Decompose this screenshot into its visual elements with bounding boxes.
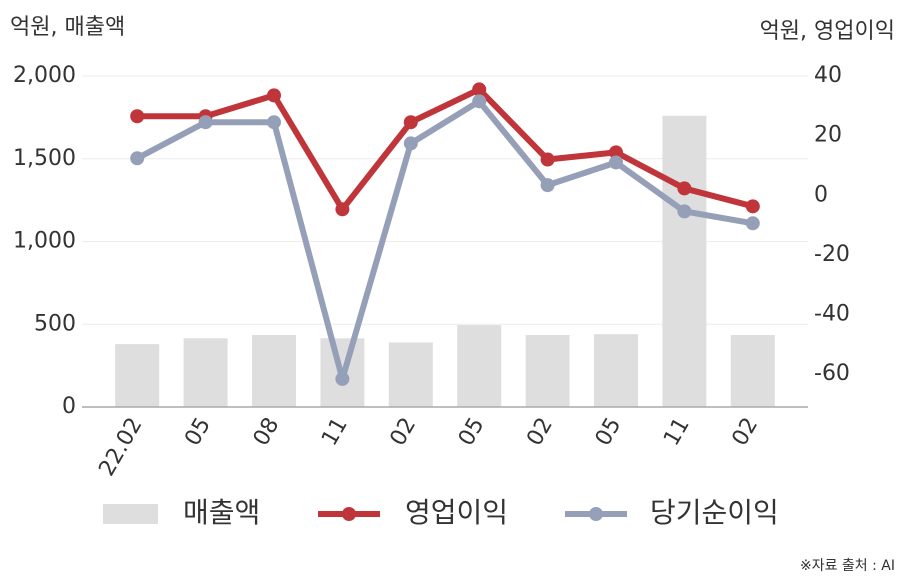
- source-note: ※자료 출처 : AI: [800, 558, 895, 574]
- y-tick-label: 1,000: [13, 229, 76, 254]
- legend-marker: [589, 507, 603, 521]
- y-axis-title: 억원, 매출액: [10, 15, 125, 40]
- line-point: [130, 151, 145, 166]
- line-point: [745, 199, 760, 214]
- y2-tick-label: 0: [814, 182, 828, 207]
- line-point: [267, 115, 281, 130]
- y2-axis-title: 억원, 영업이익: [760, 19, 895, 44]
- bar: [115, 344, 160, 407]
- line-point: [677, 204, 692, 219]
- y2-tick-label: -60: [814, 361, 850, 386]
- line-point: [267, 88, 281, 103]
- line-point: [472, 82, 487, 97]
- y-tick-label: 1,500: [13, 146, 76, 171]
- x-tick-label: 08: [249, 414, 285, 451]
- bar: [594, 334, 638, 407]
- line-point: [745, 216, 760, 231]
- line-series: [137, 86, 754, 213]
- y-tick-label: 2,000: [13, 63, 76, 88]
- y2-tick-label: -20: [814, 242, 850, 267]
- x-tick-label: 11: [317, 414, 353, 451]
- legend-swatch: [103, 504, 158, 524]
- line-point: [335, 202, 350, 217]
- line-point: [403, 136, 418, 151]
- line-point: [403, 115, 418, 130]
- y2-tick-label: 40: [814, 63, 842, 88]
- bar: [388, 342, 433, 407]
- y2-tick-label: -40: [814, 302, 850, 327]
- line-point: [130, 109, 145, 124]
- line-series: [135, 98, 754, 382]
- line-point: [540, 152, 555, 167]
- bar: [183, 338, 228, 407]
- x-tick-label: 02: [728, 414, 764, 451]
- line-point: [609, 155, 623, 170]
- bar: [662, 115, 707, 407]
- line-point: [609, 145, 623, 160]
- y-tick-label: 0: [62, 394, 76, 419]
- line-point: [198, 115, 213, 130]
- y-tick-label: 500: [34, 311, 76, 336]
- x-tick-label: 02: [386, 414, 422, 451]
- line-point: [335, 371, 350, 386]
- legend-label: 매출액: [183, 496, 260, 529]
- bar: [457, 325, 502, 407]
- bar: [252, 335, 296, 407]
- x-tick-label: 22.02: [94, 414, 147, 481]
- line-point: [677, 181, 692, 196]
- line-point: [472, 94, 487, 109]
- y2-tick-label: 20: [814, 123, 842, 148]
- x-tick-label: 11: [659, 414, 695, 451]
- legend-marker: [342, 507, 356, 521]
- x-tick-label: 02: [522, 414, 558, 451]
- x-tick-label: 05: [591, 414, 627, 451]
- legend-label: 영업이익: [405, 496, 508, 529]
- line-point: [540, 178, 555, 193]
- x-tick-label: 05: [180, 414, 216, 451]
- legend-label: 당기순이익: [650, 496, 779, 529]
- bar: [730, 335, 775, 407]
- bar: [525, 335, 570, 407]
- x-tick-label: 05: [454, 414, 490, 451]
